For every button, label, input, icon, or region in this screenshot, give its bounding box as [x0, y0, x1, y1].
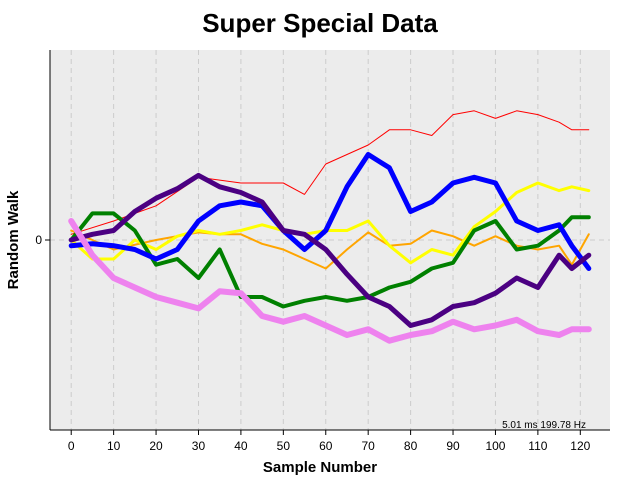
series-line-5 [68, 172, 592, 328]
series-layer [68, 110, 592, 344]
x-axis-label: Sample Number [263, 459, 377, 476]
series-line-2 [69, 181, 591, 265]
benchmark-readout: 5.01 ms 199.78 Hz [502, 420, 586, 431]
x-tick-label: 0 [68, 439, 75, 453]
x-tick-label: 120 [570, 439, 590, 453]
series-line-6 [68, 218, 592, 344]
x-tick-label: 110 [528, 439, 547, 453]
x-tick-label: 40 [234, 439, 248, 453]
chart-title: Super Special Data [202, 8, 438, 38]
x-tick-label: 20 [149, 439, 163, 453]
y-axis-label: Random Walk [5, 190, 22, 289]
x-tick-label: 10 [107, 439, 121, 453]
series-line-0 [70, 110, 590, 235]
x-tick-label: 50 [277, 439, 291, 453]
x-tick-label: 70 [362, 439, 376, 453]
x-tick-label: 100 [485, 439, 505, 453]
axes: 0 10 20 30 40 50 60 70 80 90 100 110 120 0 [35, 50, 610, 453]
x-tick-label: 60 [319, 439, 333, 453]
x-tick-label: 30 [192, 439, 206, 453]
y-tick-label: 0 [35, 233, 42, 247]
x-tick-label: 90 [446, 439, 460, 453]
series-line-4 [68, 152, 592, 271]
x-tick-label: 80 [404, 439, 418, 453]
series-line-3 [69, 211, 591, 309]
